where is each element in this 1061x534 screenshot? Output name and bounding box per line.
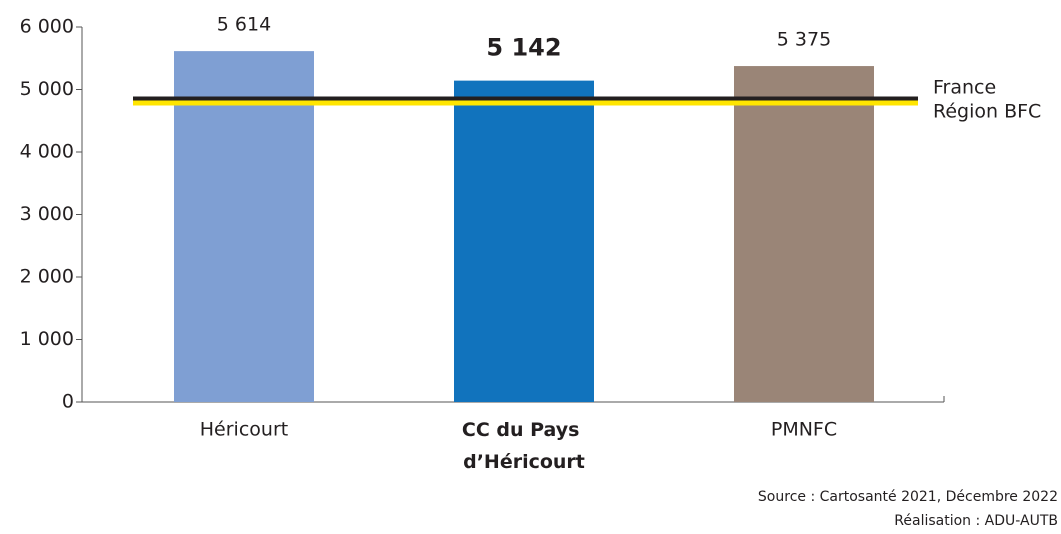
credit: Réalisation : ADU-AUTB xyxy=(894,513,1058,529)
bar xyxy=(454,80,594,402)
value-label: 5 375 xyxy=(777,29,831,51)
value-label: 5 614 xyxy=(217,14,271,36)
y-tick-label: 0 xyxy=(62,391,74,413)
value-label: 5 142 xyxy=(486,34,561,62)
y-tick-label: 3 000 xyxy=(20,203,74,225)
x-tick-label: CC du Pays d’Héricourt xyxy=(462,419,586,473)
x-tick-label: Héricourt xyxy=(200,419,288,441)
y-tick-label: 2 000 xyxy=(20,266,74,288)
reference-label: France xyxy=(933,77,996,99)
y-tick-label: 5 000 xyxy=(20,78,74,100)
bar xyxy=(174,51,314,402)
reference-label: Région BFC xyxy=(933,101,1041,123)
source: Source : Cartosanté 2021, Décembre 2022 xyxy=(758,489,1058,505)
x-tick-label: PMNFC xyxy=(771,419,837,441)
bar xyxy=(734,66,874,402)
y-tick-label: 4 000 xyxy=(20,141,74,163)
y-tick-label: 6 000 xyxy=(20,16,74,38)
y-tick-label: 1 000 xyxy=(20,328,74,350)
